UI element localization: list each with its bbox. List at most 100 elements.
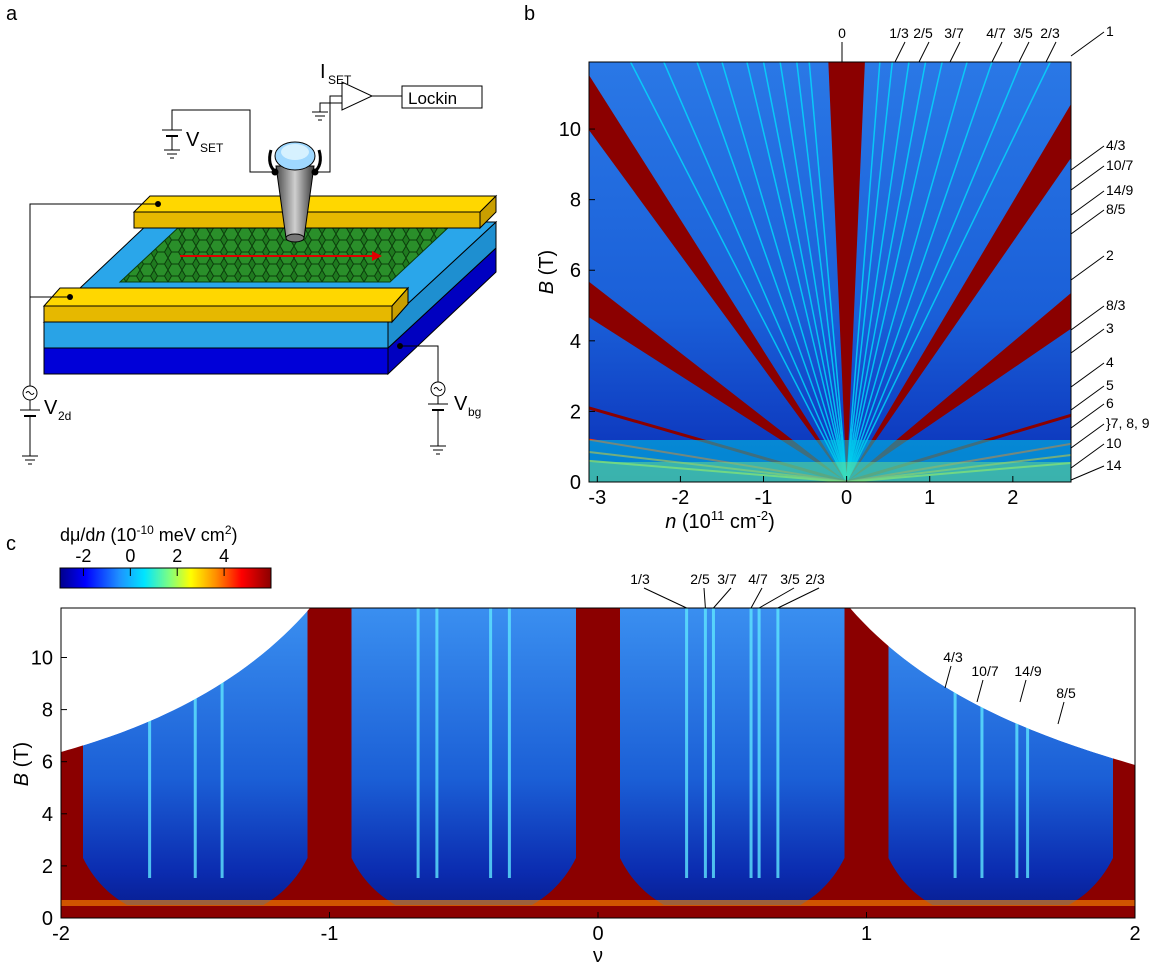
fan-line (796, 62, 848, 482)
y-tick-label-b: 4 (570, 331, 581, 353)
x-tick-label-b: -3 (588, 487, 606, 509)
top-filling-label-c: 4/7 (748, 571, 768, 587)
fan-line (845, 62, 1052, 482)
top-filling-label-b: 3/7 (944, 25, 964, 41)
top-filling-label-b: 2/3 (1040, 25, 1060, 41)
x-tick-label-b: 1 (924, 487, 935, 509)
colorbar-tick-label: -2 (75, 546, 91, 566)
vset-label: V (186, 129, 200, 151)
y-tick-label-c: 2 (42, 856, 53, 878)
leader-line (1070, 403, 1105, 429)
y-tick-label-c: 0 (42, 908, 53, 930)
y-axis-title-b: B (T) (536, 250, 558, 294)
right-filling-label-b: 5 (1106, 377, 1114, 393)
incompressible-wedge (846, 103, 1071, 482)
leader-line (1070, 255, 1105, 281)
right-filling-label-b: 14/9 (1106, 182, 1133, 198)
leader-line (1070, 443, 1105, 469)
leader-line (713, 587, 732, 609)
right-filling-label-b: }7, 8, 9 (1106, 415, 1150, 431)
leader-line (1070, 145, 1105, 171)
top-filling-label-b: 3/5 (1013, 25, 1033, 41)
panel-label-b: b (524, 3, 535, 25)
inset-filling-label-c: 4/3 (943, 649, 963, 665)
heatmap-c (60, 607, 1136, 919)
top-filling-label-b: 0 (838, 25, 846, 41)
fan-line (845, 62, 968, 482)
top-filling-label-c: 3/5 (780, 571, 800, 587)
leader-line (1070, 305, 1105, 331)
incompressible-wedge (846, 292, 1071, 482)
leader-line (976, 679, 984, 703)
x-tick-label-c: 0 (592, 923, 603, 945)
inset-filling-label-c: 14/9 (1014, 663, 1041, 679)
v2d-subscript: 2d (58, 409, 71, 423)
heatmap-b (588, 61, 1072, 483)
top-filling-label-b: 1/3 (889, 25, 909, 41)
leader-line (949, 41, 961, 63)
colorbar-tick-label: 2 (172, 546, 182, 566)
vset-subscript: SET (200, 141, 224, 155)
leader-line (1070, 165, 1105, 191)
y-tick-label-b: 0 (570, 472, 581, 494)
fan-line (629, 62, 848, 482)
colorbar-tick-label: 4 (219, 546, 229, 566)
x-tick-label-c: -1 (321, 923, 339, 945)
leader-line (1070, 190, 1105, 216)
fan-line (845, 62, 910, 482)
panel-label-c: c (6, 533, 16, 555)
x-tick-label-b: 0 (841, 487, 852, 509)
vbg-subscript: bg (468, 405, 481, 419)
incompressible-band (506, 608, 690, 918)
leader-line (1070, 465, 1105, 481)
annotations-b: 0 1/3 2/5 3/7 4/7 3/5 2/3 1 4/3 10/7 14/9 8/5 2 8/3 3 4… (838, 23, 1150, 481)
right-filling-label-b: 10 (1106, 435, 1122, 451)
fan-line (845, 62, 881, 482)
colorbar-label: dμ/dn (10-10 meV cm2) (60, 523, 238, 545)
leader-line (1070, 423, 1105, 449)
fan-line (845, 62, 1022, 482)
colorbar-ticks: -2 0 2 4 (75, 546, 229, 576)
top-filling-label-b: 4/7 (986, 25, 1006, 41)
leader-line (1070, 209, 1105, 235)
leader-line (1019, 679, 1027, 703)
leader-line (991, 41, 1003, 63)
leader-line (1070, 362, 1105, 388)
top-filling-label-c: 1/3 (630, 571, 650, 587)
fan-line (845, 62, 943, 482)
right-filling-label-b: 4/3 (1106, 137, 1126, 153)
y-tick-label-c: 6 (42, 752, 53, 774)
x-axis-title-b: n (1011 cm-2) (665, 508, 775, 533)
x-tick-label-b: -1 (755, 487, 773, 509)
incompressible-band (237, 608, 422, 918)
colorbar (59, 567, 272, 589)
right-filling-label-b: 6 (1106, 395, 1114, 411)
top-filling-label-c: 2/3 (805, 571, 825, 587)
fan-line (808, 62, 848, 482)
y-tick-label-c: 8 (42, 700, 53, 722)
incompressible-wedge (828, 62, 865, 482)
colorbar-tick-label: 0 (125, 546, 135, 566)
y-axis-title-c: B (T) (11, 742, 33, 786)
leader-line (777, 587, 820, 609)
leader-line (643, 587, 687, 609)
fan-line (746, 62, 848, 482)
incompressible-wedge (589, 75, 847, 482)
top-filling-label-c: 3/7 (717, 571, 737, 587)
y-tick-label-c: 10 (31, 647, 53, 669)
v2d-label: V (44, 397, 58, 419)
top-filling-label-c: 2/5 (690, 571, 710, 587)
fan-lines-b (589, 62, 1071, 482)
lockin-label: Lockin (408, 89, 457, 108)
leader-line (944, 665, 952, 689)
iset-label: I (320, 61, 326, 83)
fan-line (762, 62, 848, 482)
x-tick-label-c: 1 (861, 923, 872, 945)
right-filling-label-b: 4 (1106, 354, 1114, 370)
leader-line (758, 587, 795, 609)
right-filling-label-b: 3 (1106, 320, 1114, 336)
annotations-c: 1/3 2/5 3/7 4/7 3/5 2/3 4/3 10/7 14/9 8/5 (630, 571, 1076, 725)
fan-line (662, 62, 848, 482)
vbg-label: V (454, 393, 468, 415)
iset-subscript: SET (328, 73, 352, 87)
